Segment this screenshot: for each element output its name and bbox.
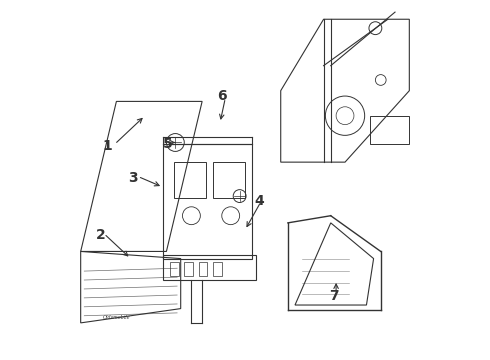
Text: 7: 7 (329, 289, 339, 303)
Bar (170, 262, 179, 276)
Text: 1: 1 (102, 139, 112, 153)
Text: 6: 6 (217, 89, 226, 103)
Bar (173, 162, 206, 198)
Text: 2: 2 (96, 228, 105, 242)
Text: 3: 3 (128, 171, 137, 185)
Bar (213, 262, 222, 276)
Bar (213, 162, 245, 198)
Text: 5: 5 (163, 137, 173, 151)
Bar (198, 262, 207, 276)
Text: 4: 4 (254, 194, 264, 208)
Text: Oldsmobile: Oldsmobile (102, 315, 130, 320)
Bar (184, 262, 193, 276)
